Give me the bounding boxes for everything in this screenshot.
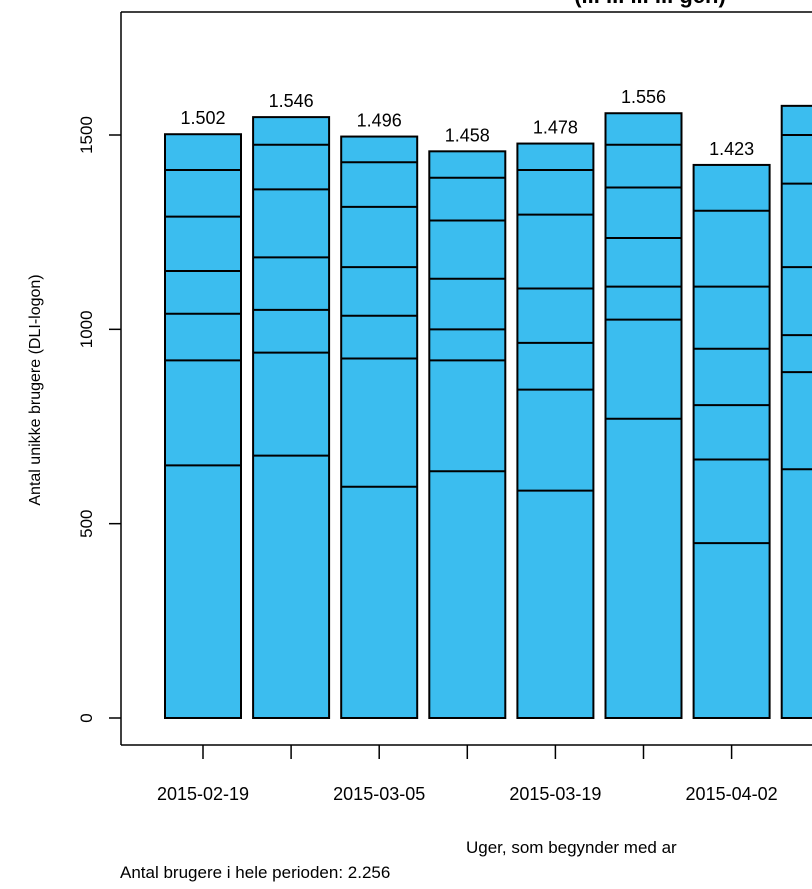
- bar-rect: [780, 104, 812, 720]
- bar-6: 1.556: [604, 87, 683, 719]
- bar-rect: [252, 116, 331, 719]
- bar-total-label: 1.478: [533, 118, 578, 138]
- bar-1: 1.502: [164, 108, 242, 720]
- y-axis-label: Antal unikke brugere (DLI-logon): [27, 274, 44, 505]
- x-tick-label: 2015-04-02: [686, 784, 778, 804]
- bar-total-label: 1.546: [269, 91, 314, 111]
- x-tick-label: 2015-03-19: [509, 784, 601, 804]
- y-tick-label: 1500: [77, 116, 96, 154]
- bar-3: 1.496: [340, 111, 419, 719]
- bar-rect: [516, 142, 595, 719]
- chart-title-partial: (... ... ... ... gen): [574, 0, 726, 8]
- y-axis: 0 500 1000 1500: [77, 116, 121, 723]
- bars-layer: 1.502 1.546 1.496 1.458 1.478 1.556 1.423 1.: [164, 87, 812, 720]
- bar-5: 1.478: [516, 118, 595, 719]
- x-tick-label: 2015-02-19: [157, 784, 249, 804]
- bar-rect: [604, 112, 683, 719]
- bar-4: 1.458: [428, 125, 507, 720]
- bar-rect: [692, 163, 771, 720]
- bar-rect: [164, 133, 242, 720]
- bar-total-label: 1.423: [709, 139, 754, 159]
- plot-frame: [120, 11, 812, 746]
- x-axis: 2015-02-19 2015-03-05 2015-03-19 2015-04-02: [157, 745, 778, 804]
- bar-total-label: 1.502: [180, 108, 225, 128]
- bar-rect: [428, 150, 507, 720]
- bar-2: 1.546: [252, 91, 331, 719]
- y-tick-label: 1000: [77, 310, 96, 348]
- y-tick-label: 500: [77, 509, 96, 537]
- bar-8: 1.: [780, 104, 812, 720]
- bar-total-label: 1.458: [445, 125, 490, 145]
- x-axis-label: Uger, som begynder med ar: [466, 838, 677, 857]
- bar-total-label: 1.556: [621, 87, 666, 107]
- bar-rect: [340, 135, 419, 719]
- bar-7: 1.423: [692, 139, 771, 720]
- footnote-total-users: Antal brugere i hele perioden: 2.256: [120, 863, 390, 882]
- bar-total-label: 1.496: [357, 111, 402, 131]
- y-tick-label: 0: [77, 713, 96, 722]
- x-tick-label: 2015-03-05: [333, 784, 425, 804]
